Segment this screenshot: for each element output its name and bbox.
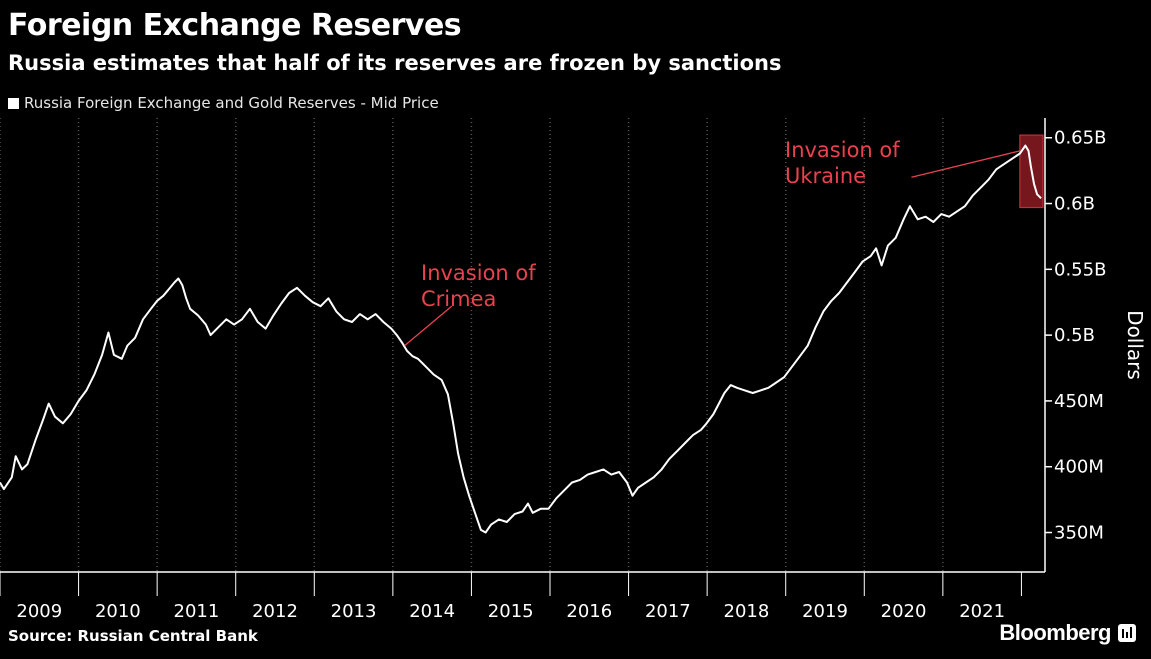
x-tick-label: 2010 xyxy=(95,601,141,622)
series-line xyxy=(0,144,1042,534)
y-tick-label: 400M xyxy=(1054,457,1104,478)
x-tick-label: 2019 xyxy=(802,601,848,622)
y-tick-label: 0.65B xyxy=(1054,128,1106,149)
x-tick-label: 2020 xyxy=(881,601,927,622)
x-tick-label: 2018 xyxy=(724,601,770,622)
annotation-label: Invasion of Crimea xyxy=(421,261,536,311)
x-tick-label: 2011 xyxy=(174,601,220,622)
x-tick-label: 2021 xyxy=(959,601,1005,622)
y-tick-label: 0.55B xyxy=(1054,259,1106,280)
x-tick-label: 2015 xyxy=(488,601,534,622)
x-tick-label: 2017 xyxy=(645,601,691,622)
y-tick-label: 450M xyxy=(1054,391,1104,412)
y-tick-label: 0.5B xyxy=(1054,325,1095,346)
source-note: Source: Russian Central Bank xyxy=(8,627,258,645)
chart-subtitle: Russia estimates that half of its reserv… xyxy=(8,51,782,75)
legend-label: Russia Foreign Exchange and Gold Reserve… xyxy=(24,94,439,112)
bloomberg-terminal-icon xyxy=(1118,624,1136,642)
annotation-pointer xyxy=(911,150,1021,178)
y-tick-label: 0.6B xyxy=(1054,194,1095,215)
x-tick-label: 2012 xyxy=(252,601,298,622)
y-tick-label: 350M xyxy=(1054,523,1104,544)
x-tick-label: 2009 xyxy=(16,601,62,622)
annotation-pointer xyxy=(404,305,453,347)
legend: Russia Foreign Exchange and Gold Reserve… xyxy=(8,93,439,113)
x-tick-label: 2016 xyxy=(566,601,612,622)
x-tick-label: 2014 xyxy=(409,601,455,622)
annotation-label: Invasion of Ukraine xyxy=(785,138,900,188)
x-tick-label: 2013 xyxy=(331,601,377,622)
legend-swatch xyxy=(8,97,19,109)
brand-logo: Bloomberg xyxy=(999,620,1137,646)
chart-title: Foreign Exchange Reserves xyxy=(8,8,462,43)
brand-wordmark: Bloomberg xyxy=(999,620,1111,645)
y-axis-title: Dollars xyxy=(1123,310,1147,380)
